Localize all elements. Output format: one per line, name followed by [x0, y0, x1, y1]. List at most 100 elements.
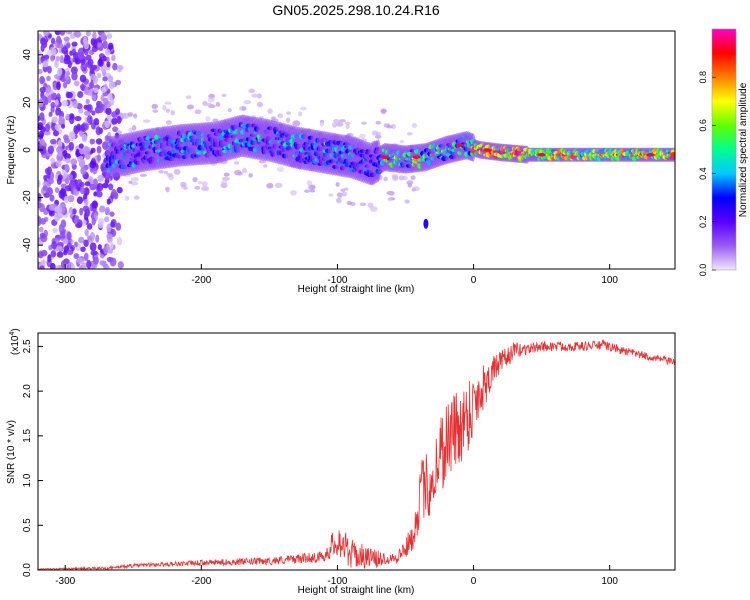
spectrogram-noise-cell [48, 111, 53, 117]
spectrogram-noise-cell [115, 108, 121, 115]
spectrogram-faint-cell [227, 108, 232, 113]
spectrogram-noise-cell [73, 128, 79, 135]
spectrogram-faint-cell [133, 195, 140, 200]
spectrogram-noise-cell [69, 180, 75, 189]
spectrogram-noise-cell [97, 41, 102, 48]
spectrogram-noise-cell [50, 37, 56, 45]
spectrogram-noise-cell [55, 55, 61, 62]
spectrogram-noise-cell [97, 174, 105, 182]
snr-y-tick-label: 0.0 [22, 563, 33, 577]
spectrogram-faint-cell [233, 161, 240, 165]
spectrogram-noise-cell [55, 110, 60, 116]
spectrogram-noise-cell [104, 120, 110, 129]
spectrogram-noise-cell [68, 206, 73, 215]
spectrogram-faint-cell [336, 197, 342, 204]
spectrogram-faint-cell [336, 122, 344, 127]
spectrogram-noise-cell [51, 116, 58, 124]
spectrogram-faint-cell [256, 93, 262, 99]
spectrogram-faint-cell [222, 176, 230, 181]
spectrogram-noise-cell [73, 253, 80, 260]
spectrogram-noise-cell [40, 37, 47, 46]
spectrogram-noise-cell [39, 146, 47, 155]
spectrogram-noise-cell [62, 238, 69, 245]
spectrogram-noise-cell [70, 158, 78, 166]
spectrogram-faint-cell [201, 181, 208, 187]
spectrogram-noise-cell [48, 203, 56, 211]
spectrogram-hot-spot [455, 143, 464, 148]
spectrogram-noise-cell [111, 188, 117, 196]
spectrogram-noise-cell [102, 76, 108, 82]
spectrogram-faint-cell [298, 111, 303, 117]
spectrogram-hot-spot [412, 155, 421, 159]
spectrogram-faint-cell [151, 103, 158, 110]
spectrogram-faint-cell [369, 206, 378, 212]
spectrogram-noise-cell [76, 219, 83, 228]
spectrogram-noise-cell [44, 130, 51, 136]
spectrogram-y-tick-label: 40 [22, 49, 33, 61]
spectrogram-noise-cell [87, 58, 94, 67]
spectrogram-faint-cell [139, 173, 147, 177]
spectrogram-noise-cell [47, 65, 52, 74]
spectrogram-faint-cell [292, 120, 301, 127]
spectrogram-noise-cell [83, 41, 90, 50]
spectrogram-x-label: Height of straight line (km) [298, 284, 415, 295]
spectrogram-noise-cell [89, 82, 95, 89]
spectrogram-y-tick-label: 0 [22, 147, 33, 153]
spectrogram-noise-cell [109, 241, 114, 250]
spectrogram-noise-cell [79, 207, 84, 216]
spectrogram-noise-cell [38, 115, 41, 122]
spectrogram-noise-cell [108, 183, 114, 191]
spectrogram-noise-cell [85, 98, 90, 105]
spectrogram-noise-cell [38, 68, 43, 75]
spectrogram-noise-cell [104, 48, 111, 56]
spectrogram-faint-cell [192, 176, 198, 183]
spectrogram-noise-cell [115, 79, 122, 86]
spectrogram-x-tick-label: -100 [327, 275, 347, 286]
spectrogram-noise-cell [46, 75, 51, 82]
spectrogram-noise-cell [97, 244, 102, 251]
spectrogram-noise-cell [38, 226, 44, 233]
spectrogram-faint-cell [168, 174, 174, 181]
spectrogram-faint-cell [276, 166, 285, 172]
spectrogram-faint-cell [383, 176, 388, 182]
spectrogram-noise-cell [38, 49, 42, 57]
spectrogram-noise-cell [47, 178, 54, 185]
spectrogram-noise-cell [49, 138, 57, 145]
spectrogram-noise-cell [98, 205, 106, 213]
snr-y-tick-label: 2.0 [22, 384, 33, 398]
spectrogram-noise-cell [85, 31, 91, 37]
spectrogram-noise-cell [52, 130, 59, 137]
spectrogram-noise-cell [65, 31, 73, 35]
spectrogram-faint-cell [346, 200, 352, 206]
spectrogram-faint-cell [165, 120, 172, 125]
spectrogram-faint-cell [277, 113, 284, 119]
spectrogram-faint-cell [202, 100, 208, 106]
snr-panel: -300 -200 -100 0 100 0.0 0.5 1.0 1.5 2.0 2.5 Heig… [6, 328, 676, 596]
spectrogram-noise-cell [84, 228, 89, 237]
spectrogram-noise-cell [115, 222, 122, 231]
spectrogram-noise-cell [78, 181, 85, 188]
spectrogram-noise-cell [95, 138, 103, 145]
spectrogram-noise-cell [87, 235, 92, 242]
spectrogram-noise-cell [84, 150, 91, 160]
spectrogram-noise-cell [46, 187, 53, 196]
spectrogram-noise-cell [43, 31, 50, 37]
snr-x-tick-label: -200 [191, 576, 211, 587]
spectrogram-noise-cell [78, 236, 85, 244]
spectrogram-faint-cell [286, 111, 291, 115]
spectrogram-faint-cell [215, 102, 221, 107]
spectrogram-faint-cell [223, 172, 230, 177]
spectrogram-faint-cell [290, 190, 297, 196]
spectrogram-noise-cell [96, 72, 102, 79]
spectrogram-faint-cell [306, 180, 313, 186]
spectrogram-faint-cell [399, 139, 405, 144]
spectrogram-noise-cell [54, 187, 60, 194]
snr-x-label: Height of straight line (km) [298, 585, 415, 596]
spectrogram-faint-cell [206, 102, 213, 107]
snr-y-tick-label: 2.5 [22, 339, 33, 353]
spectrogram-faint-cell [328, 193, 334, 197]
spectrogram-noise-cell [93, 118, 100, 126]
spectrogram-faint-cell [241, 106, 246, 111]
spectrogram-noise-cell [47, 254, 52, 263]
colorbar-tick-label: 0.0 [698, 264, 708, 277]
